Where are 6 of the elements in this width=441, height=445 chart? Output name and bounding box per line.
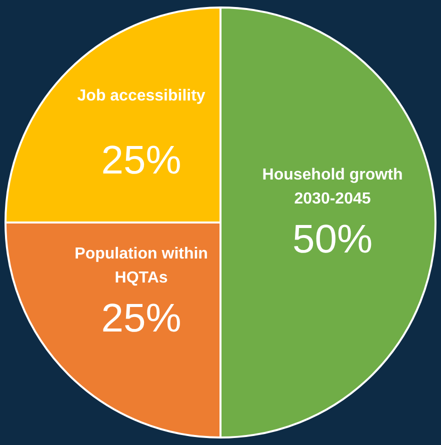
data-label: 25% — [101, 138, 182, 182]
slice-label: Household growth 2030-2045 — [262, 166, 403, 208]
slice-label: Job accessibility — [77, 87, 206, 104]
slice-label: Population within HQTAs — [74, 246, 208, 287]
data-label: 25% — [101, 296, 182, 341]
data-label: 50% — [292, 218, 373, 262]
